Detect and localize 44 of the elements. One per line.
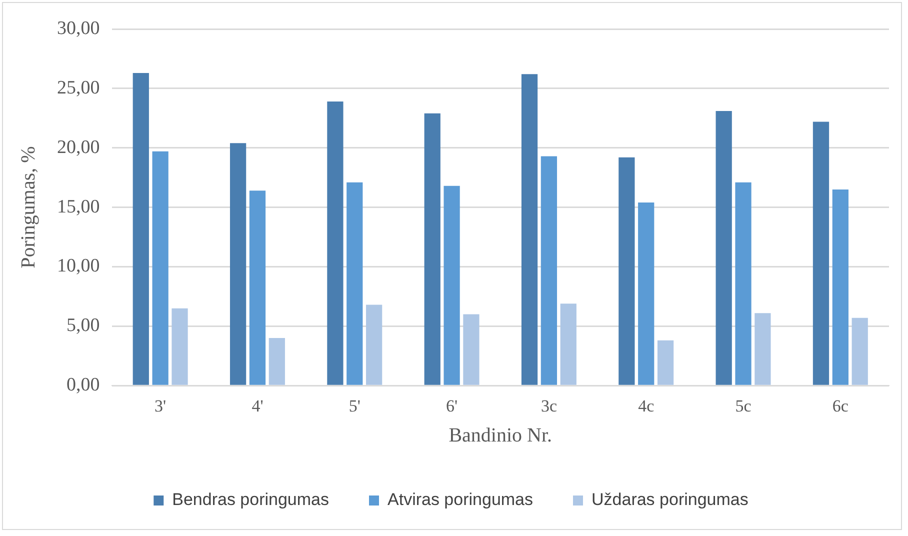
x-tick-label: 4c: [638, 396, 655, 416]
bar: [249, 190, 266, 385]
y-tick-label: 0,00: [66, 374, 100, 396]
y-tick-label: 15,00: [57, 196, 100, 218]
x-tick-label: 3': [154, 396, 166, 416]
bar: [754, 313, 771, 385]
legend-label: Bendras poringumas: [172, 490, 330, 510]
bar: [852, 318, 868, 385]
bar: [540, 156, 558, 385]
x-tick-label: 6': [446, 396, 458, 416]
legend-label: Atviras poringumas: [388, 490, 534, 510]
bar: [346, 182, 363, 385]
y-tick-label: 20,00: [57, 136, 100, 158]
legend-label: Uždaras poringumas: [592, 490, 748, 510]
bar: [172, 308, 188, 385]
bar: [268, 338, 285, 385]
bar: [560, 304, 576, 385]
bar: [327, 102, 344, 385]
bar: [735, 182, 752, 385]
x-tick-label: 6c: [832, 396, 849, 416]
bar: [152, 151, 168, 385]
bar: [812, 122, 830, 385]
bar: [444, 186, 460, 385]
bar: [424, 113, 440, 385]
y-tick-label: 10,00: [57, 256, 100, 277]
y-tick-label: 25,00: [57, 77, 100, 98]
x-tick-label: 5c: [735, 396, 752, 416]
y-tick-label: 30,00: [57, 18, 100, 39]
bar: [132, 72, 149, 385]
x-tick-label: 4': [252, 396, 264, 416]
bar: [618, 157, 635, 385]
y-tick-label: 5,00: [66, 315, 100, 336]
bar: [463, 314, 480, 385]
bar: [657, 340, 674, 385]
bar: [366, 304, 382, 385]
bar: [230, 143, 246, 385]
x-axis-title: Bandinio Nr.: [448, 424, 552, 446]
bar: [521, 74, 538, 385]
y-axis-title: Poringumas, %: [17, 146, 40, 268]
x-tick-label: 5': [348, 396, 360, 416]
x-tick-label: 3c: [540, 396, 558, 416]
bar: [716, 111, 732, 385]
bar: [638, 202, 654, 385]
bar: [832, 189, 848, 385]
